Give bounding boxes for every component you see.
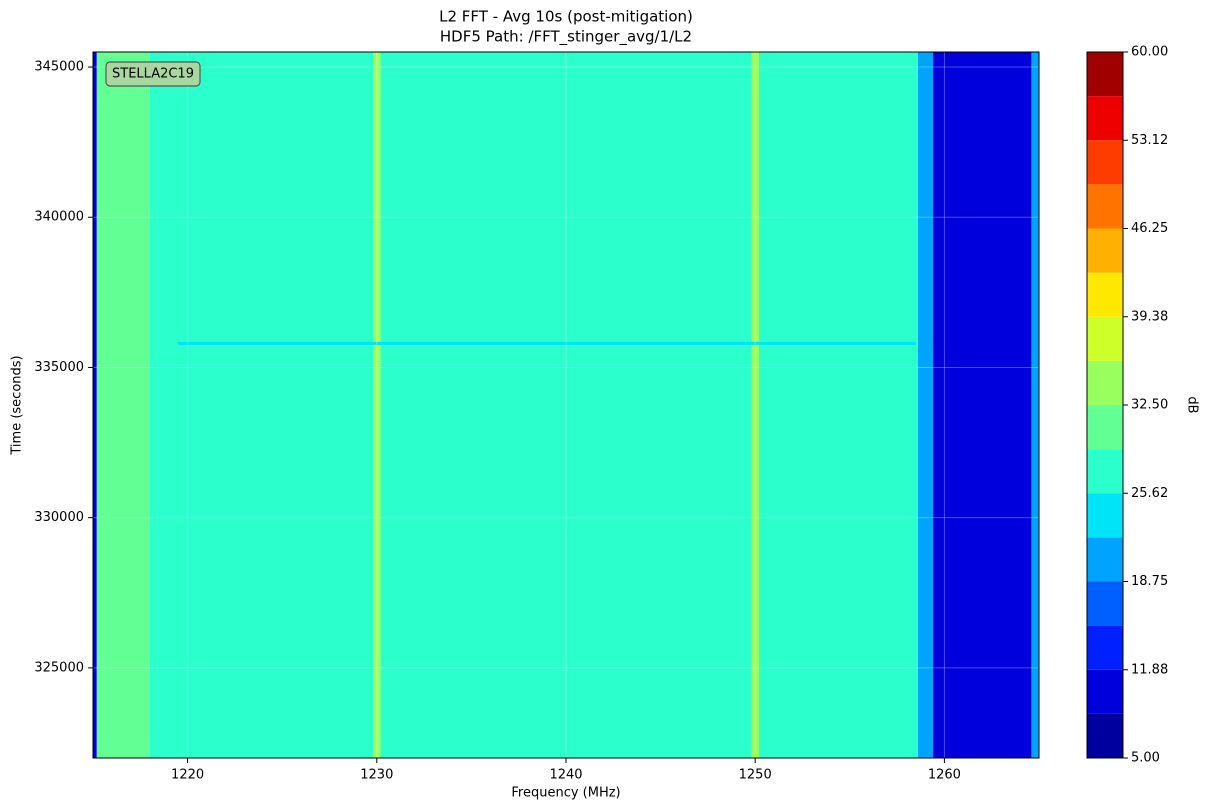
colorbar-tick-label: 18.75 xyxy=(1131,574,1168,589)
colorbar-bin xyxy=(1087,493,1123,538)
colorbar-tick-label: 39.38 xyxy=(1131,309,1168,324)
colorbar-bin xyxy=(1087,405,1123,450)
colorbar-bin xyxy=(1087,316,1123,361)
heat-cell xyxy=(758,52,918,758)
colorbar-bin xyxy=(1087,228,1123,273)
x-tick-label: 1240 xyxy=(549,768,582,783)
x-tick-label: 1250 xyxy=(739,768,772,783)
y-tick-label: 345000 xyxy=(34,60,84,75)
heat-cell xyxy=(96,52,150,758)
event-stripe xyxy=(178,341,917,345)
heat-cell xyxy=(149,52,374,758)
heat-cell xyxy=(1031,52,1039,758)
colorbar-tick-label: 25.62 xyxy=(1131,486,1168,501)
plot-frame xyxy=(92,51,1040,759)
colorbar-tick-label: 53.12 xyxy=(1131,133,1168,148)
x-tick-label: 1230 xyxy=(360,768,393,783)
heat-cell xyxy=(93,52,97,758)
heat-cell xyxy=(933,52,1032,758)
x-axis-label: Frequency (MHz) xyxy=(511,786,620,801)
colorbar-tick-label: 11.88 xyxy=(1131,662,1168,677)
colorbar-bin xyxy=(1087,52,1123,97)
colorbar-bin xyxy=(1087,96,1123,141)
chart-subtitle: HDF5 Path: /FFT_stinger_avg/1/L2 xyxy=(440,28,692,47)
y-axis-label: Time (seconds) xyxy=(10,355,25,455)
heat-cell xyxy=(373,52,381,758)
colorbar-bin xyxy=(1087,449,1123,494)
x-tick-label: 1220 xyxy=(171,768,204,783)
annotation: STELLA2C19 xyxy=(112,67,194,82)
colorbar-label: dB xyxy=(1185,396,1200,413)
colorbar-bin xyxy=(1087,669,1123,714)
y-tick-label: 340000 xyxy=(34,210,84,225)
colorbar-tick-label: 46.25 xyxy=(1131,221,1168,236)
colorbar-bin xyxy=(1087,625,1123,670)
colorbar-bin xyxy=(1087,272,1123,317)
heat-cell xyxy=(380,52,752,758)
colorbar-bin xyxy=(1087,537,1123,582)
colorbar-bin xyxy=(1087,581,1123,626)
heat-cell xyxy=(751,52,759,758)
heat-cell xyxy=(917,52,934,758)
colorbar-tick-label: 32.50 xyxy=(1131,398,1168,413)
x-tick-label: 1260 xyxy=(928,768,961,783)
y-tick-label: 335000 xyxy=(34,360,84,375)
colorbar-bin xyxy=(1087,360,1123,405)
y-tick-label: 325000 xyxy=(34,660,84,675)
chart-title: L2 FFT - Avg 10s (post-mitigation) xyxy=(439,8,693,26)
colorbar-bin xyxy=(1087,713,1123,758)
colorbar-bin xyxy=(1087,140,1123,185)
colorbar-tick-label: 60.00 xyxy=(1131,45,1168,60)
colorbar-tick-label: 5.00 xyxy=(1131,751,1160,766)
colorbar-bin xyxy=(1087,184,1123,229)
y-tick-label: 330000 xyxy=(34,510,84,525)
annotation-box xyxy=(105,61,201,87)
